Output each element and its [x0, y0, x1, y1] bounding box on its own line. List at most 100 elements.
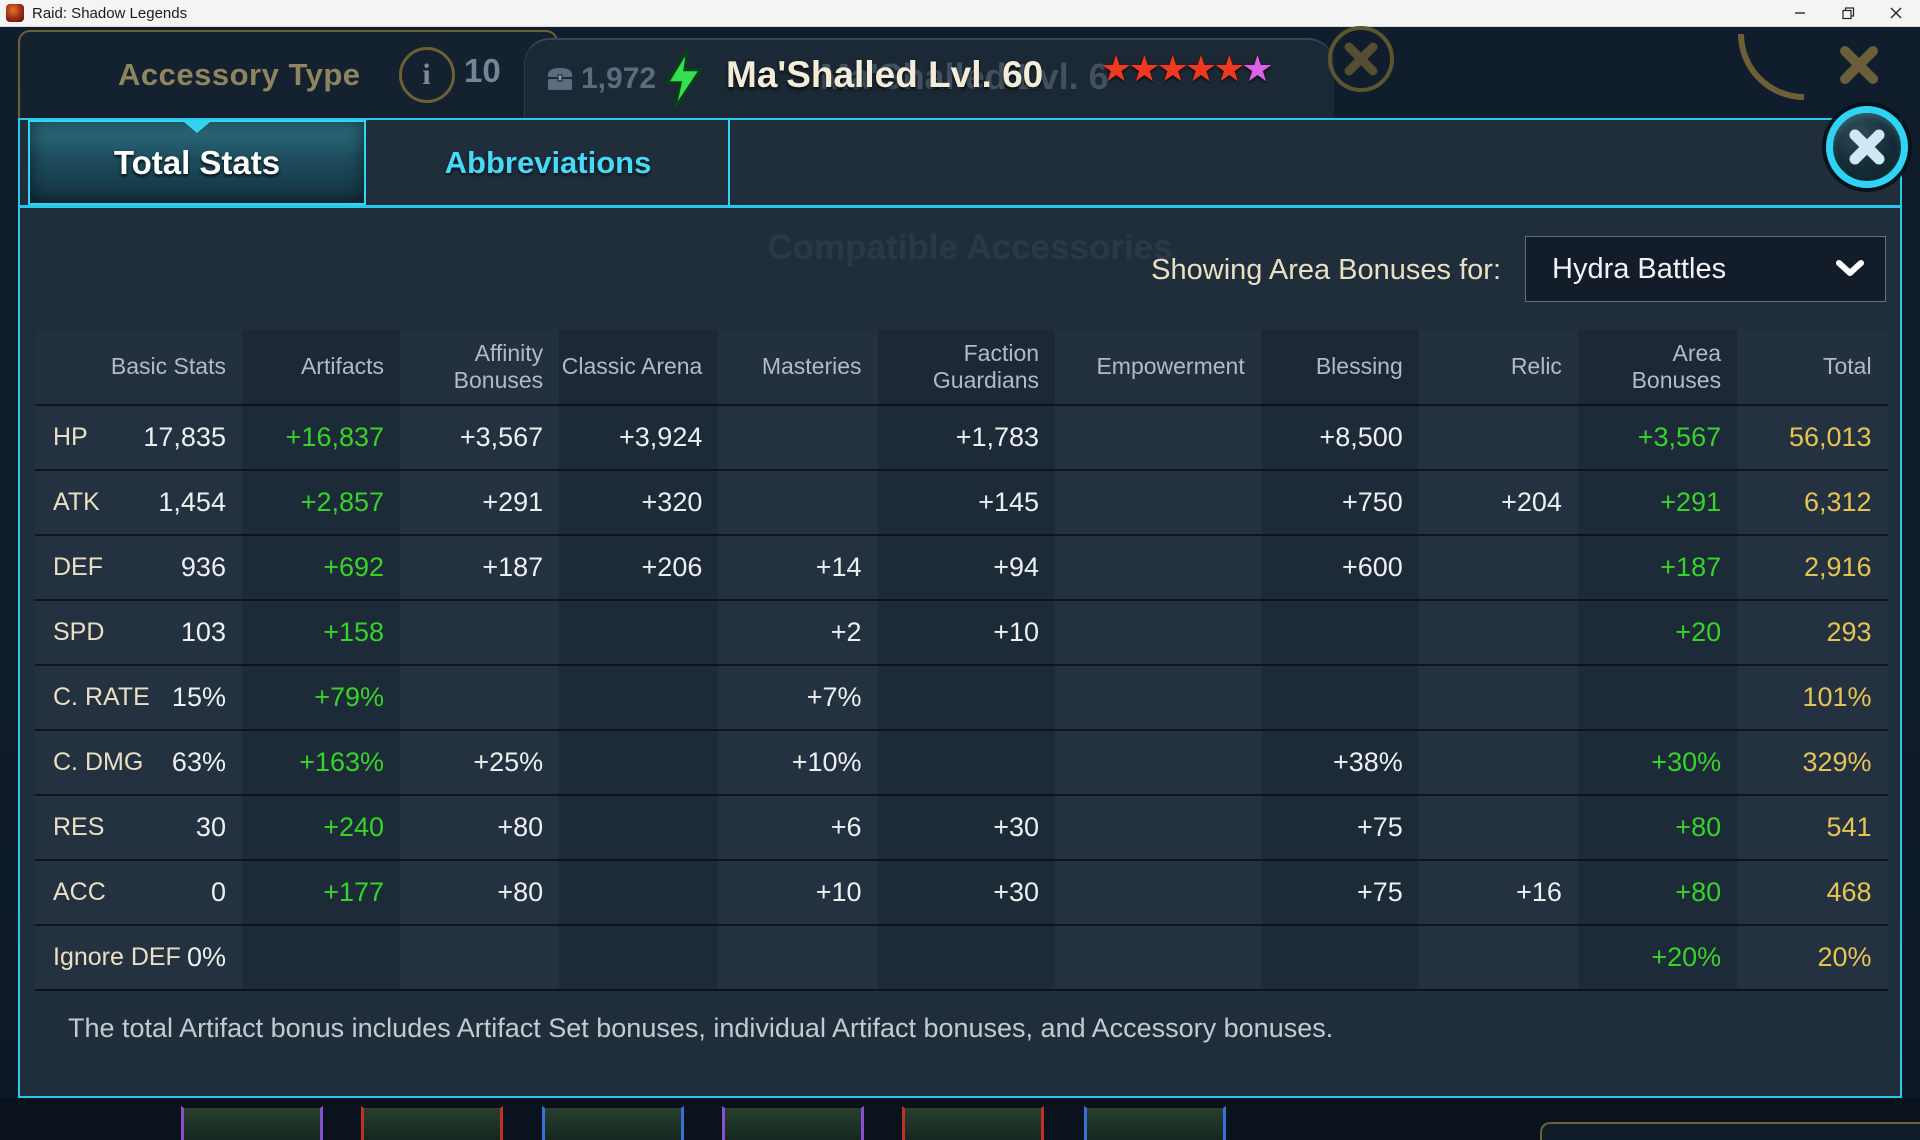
column-header: Total	[1737, 330, 1888, 404]
chevron-down-icon	[1836, 260, 1864, 276]
stat-cell: +206	[559, 536, 719, 599]
corner-decoration	[1738, 34, 1804, 100]
os-title-bar: Raid: Shadow Legends	[0, 0, 1920, 27]
stat-cell: +7%	[718, 666, 878, 729]
star-icon: ★	[1213, 48, 1246, 89]
champion-name-echo: Ma'Shalled Lvl. 6	[820, 56, 1109, 97]
basic-stat-cell: DEF 936	[35, 536, 242, 599]
accessory-type-label: Accessory Type	[118, 57, 361, 92]
star-icon: ★	[1156, 48, 1189, 89]
stat-cell	[559, 666, 719, 729]
table-row: DEF 936 +692 +187 +206 +14 +94 +600 +187 2,916	[35, 536, 1888, 601]
basic-stat-cell: ATK 1,454	[35, 471, 242, 534]
stat-cell	[559, 796, 719, 859]
stat-cell	[1418, 536, 1578, 599]
stat-cell	[1055, 406, 1261, 469]
stat-cell	[1260, 601, 1419, 664]
stat-cell: +38%	[1260, 731, 1419, 794]
stat-cell: +2	[718, 601, 878, 664]
stat-cell	[1418, 796, 1578, 859]
stat-cell: +75	[1260, 796, 1419, 859]
maximize-button[interactable]	[1824, 0, 1872, 26]
stat-cell: 20%	[1737, 926, 1888, 989]
basic-stat-value: 15%	[171, 682, 226, 712]
close-window-button[interactable]	[1872, 0, 1920, 26]
stat-cell: +94	[877, 536, 1056, 599]
background-close-button	[1328, 26, 1394, 92]
stat-cell: +145	[877, 471, 1056, 534]
stat-row-label: ATK	[53, 488, 100, 516]
stat-cell: +20%	[1577, 926, 1738, 989]
stat-cell	[1418, 666, 1578, 729]
close-dialog-button[interactable]	[1826, 106, 1908, 188]
column-header: Classic Arena	[559, 330, 719, 404]
stat-cell	[559, 731, 719, 794]
stat-cell	[718, 471, 878, 534]
stat-cell: 329%	[1737, 731, 1888, 794]
background-ghost-text: Compatible Accessories	[767, 228, 1173, 267]
stat-cell: +10	[718, 861, 878, 924]
bottom-right-panel	[1540, 1122, 1920, 1140]
count-fragment: 10	[464, 52, 501, 89]
stat-cell	[1260, 666, 1419, 729]
basic-stat-value: 30	[195, 812, 226, 842]
star-icon: ★	[1241, 48, 1274, 89]
stat-cell	[1055, 536, 1261, 599]
column-header: Relic	[1418, 330, 1578, 404]
stat-cell	[400, 926, 560, 989]
basic-stat-cell: C. DMG 63%	[35, 731, 242, 794]
stat-cell: +80	[400, 861, 560, 924]
background-close-icon	[1344, 42, 1378, 76]
dim-close-icon	[1838, 44, 1880, 91]
affinity-bolt-icon	[662, 46, 706, 117]
champion-header-panel	[524, 38, 1334, 118]
total-stats-dialog: Total Stats Abbreviations Compatible Acc…	[18, 118, 1902, 1098]
table-row: SPD 103 +158 +2 +10 +20 293	[35, 601, 1888, 666]
stat-row-label: RES	[53, 813, 105, 841]
champion-tile	[722, 1106, 864, 1140]
stat-cell: +163%	[241, 731, 401, 794]
tab-abbreviations[interactable]: Abbreviations	[368, 120, 730, 205]
stat-cell	[1418, 731, 1578, 794]
area-bonus-dropdown[interactable]: Hydra Battles	[1525, 236, 1886, 302]
close-dialog-icon	[1849, 129, 1885, 165]
close-window-icon	[1890, 7, 1902, 19]
stat-row-label: Ignore DEF	[53, 943, 181, 971]
column-header: Artifacts	[241, 330, 401, 404]
tab-total-stats[interactable]: Total Stats	[28, 120, 366, 205]
info-icon[interactable]: i	[398, 47, 455, 103]
champion-tile	[902, 1106, 1044, 1140]
stat-cell: +158	[241, 601, 401, 664]
rank-stars: ★ ★ ★ ★ ★ ★	[1100, 48, 1274, 90]
stat-cell: +3,567	[400, 406, 560, 469]
stat-cell: 6,312	[1737, 471, 1888, 534]
stat-cell	[1055, 926, 1261, 989]
stat-cell	[1055, 861, 1261, 924]
stat-cell: +79%	[241, 666, 401, 729]
minimize-button[interactable]	[1776, 0, 1824, 26]
stat-cell	[1260, 926, 1419, 989]
minimize-icon	[1795, 12, 1805, 14]
stat-cell: +25%	[400, 731, 560, 794]
stat-row-label: DEF	[53, 553, 103, 581]
basic-stat-value: 936	[180, 552, 226, 582]
stat-row-label: SPD	[53, 618, 105, 646]
stat-cell: +30	[877, 796, 1056, 859]
stat-cell: +291	[400, 471, 560, 534]
table-row: ACC 0 +177 +80 +10 +30 +75 +16 +80 468	[35, 861, 1888, 926]
column-header: Basic Stats	[35, 330, 242, 404]
column-header: Empowerment	[1055, 330, 1261, 404]
basic-stat-value: 63%	[171, 747, 226, 777]
stat-cell: +2,857	[241, 471, 401, 534]
table-row: ATK 1,454 +2,857 +291 +320 +145 +750 +204 +291 6,…	[35, 471, 1888, 536]
stat-row-label: C. RATE	[53, 683, 150, 711]
stat-cell: +3,924	[559, 406, 719, 469]
stat-cell: +16	[1418, 861, 1578, 924]
stat-cell	[877, 666, 1056, 729]
artifact-bonus-footnote: The total Artifact bonus includes Artifa…	[68, 1013, 1334, 1043]
stat-cell: 293	[1737, 601, 1888, 664]
basic-stat-cell: RES 30	[35, 796, 242, 859]
column-header: Masteries	[718, 330, 878, 404]
app-icon	[6, 4, 24, 22]
stat-cell: +8,500	[1260, 406, 1419, 469]
